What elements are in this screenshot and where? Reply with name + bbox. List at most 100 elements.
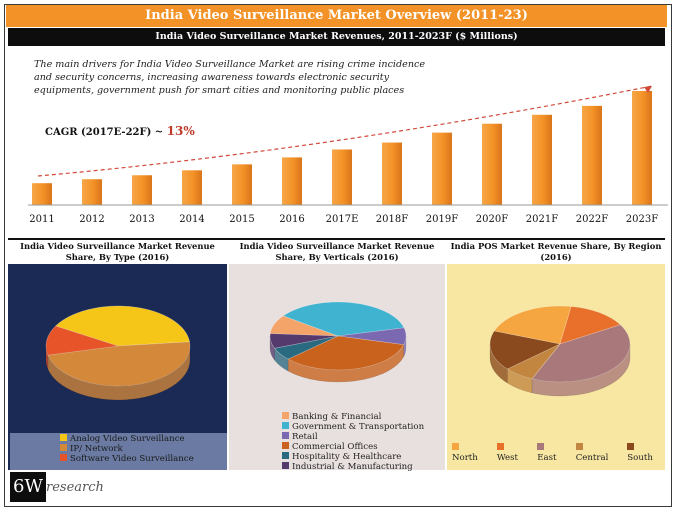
- legend-swatch: [537, 443, 545, 450]
- legend-swatch: [282, 432, 289, 439]
- pie-slice-north: [493, 305, 572, 345]
- x-tick-label: 2022F: [576, 214, 608, 225]
- legend-label: Industrial & Manufacturing: [292, 462, 413, 472]
- pie-slice-central: [506, 343, 561, 380]
- pie-slice-commercial-offices: [287, 335, 405, 371]
- pie-side: [489, 343, 631, 397]
- cagr-label: CAGR (2017E-22F) ~ 13%: [45, 124, 195, 138]
- region-pie-title: India POS Market Revenue Share, By Regio…: [450, 241, 662, 262]
- legend-swatch: [496, 443, 504, 450]
- company-logo: 6W research: [10, 472, 104, 502]
- cagr-trend-arrow: [37, 85, 653, 177]
- legend-label: Government & Transportation: [292, 422, 425, 432]
- legend-label: South: [627, 453, 653, 463]
- legend-swatch: [627, 443, 635, 450]
- pie-slice-west: [559, 306, 621, 345]
- verticals-pie-title: India Video Surveillance Market Revenue …: [239, 241, 435, 262]
- legend-swatch: [282, 442, 289, 449]
- logo-text: research: [46, 480, 104, 495]
- pie-slice-retail: [337, 327, 407, 346]
- pie-slice-south: [489, 330, 561, 370]
- bar-2011: [32, 183, 52, 205]
- legend-item: East: [537, 443, 566, 463]
- legend-item: West: [496, 443, 527, 463]
- legend-item: Hospitality & Healthcare: [282, 452, 424, 462]
- pie-slice-software-video-surveillance: [45, 325, 119, 356]
- legend-label: IP/ Network: [70, 444, 123, 454]
- x-tick-label: 2014: [179, 214, 204, 225]
- legend-item: IP/ Network: [60, 444, 227, 454]
- legend-swatch: [282, 462, 289, 469]
- legend-item: Retail: [282, 432, 424, 442]
- pie-slice-analog-video-surveillance: [55, 305, 190, 347]
- legend-item: North: [452, 443, 487, 463]
- bar-2013: [132, 175, 152, 205]
- verticals-pie: [269, 301, 407, 383]
- cagr-value: 13%: [166, 124, 195, 138]
- legend-item: Software Video Surveillance: [60, 454, 227, 464]
- type-pie-legend: Analog Video Surveillance IP/ Network So…: [10, 433, 227, 470]
- legend-label: Retail: [292, 432, 318, 442]
- legend-item: Government & Transportation: [282, 422, 424, 432]
- bar-2017E: [332, 149, 352, 205]
- pie-slice-hospitality-healthcare: [274, 335, 339, 360]
- region-pie: [489, 305, 631, 397]
- legend-label: Hospitality & Healthcare: [292, 452, 402, 462]
- pie-slice-industrial-manufacturing: [269, 333, 339, 349]
- bar-2020F: [482, 123, 502, 205]
- pie-slice-government-transportation: [282, 301, 405, 337]
- x-tick-label: 2015: [229, 214, 254, 225]
- bar-2019F: [432, 132, 452, 205]
- type-pie: [45, 305, 191, 401]
- legend-swatch: [282, 452, 289, 459]
- verticals-pie-legend: Banking & Financial Government & Transpo…: [282, 412, 424, 472]
- market-drivers-text: The main drivers for India Video Surveil…: [34, 59, 426, 96]
- legend-swatch: [60, 444, 67, 451]
- legend-label: Analog Video Surveillance: [70, 434, 185, 444]
- legend-item: Analog Video Surveillance: [60, 434, 227, 444]
- cagr-label-text: CAGR (2017E-22F) ~: [45, 127, 164, 138]
- legend-item: Commercial Offices: [282, 442, 424, 452]
- bar-2023F: [632, 91, 652, 205]
- region-pie-legend: North West East Central South: [452, 443, 662, 463]
- x-tick-label: 2023F: [626, 214, 658, 225]
- x-tick-label: 2017E: [326, 214, 359, 225]
- legend-swatch: [282, 412, 289, 419]
- bar-2018F: [382, 142, 402, 205]
- section-divider: [8, 238, 665, 240]
- logo-mark: 6W: [10, 472, 46, 502]
- legend-swatch: [60, 434, 67, 441]
- legend-swatch: [60, 454, 67, 461]
- bar-2016: [282, 157, 302, 205]
- pie-slice-east: [531, 324, 631, 383]
- legend-label: Commercial Offices: [292, 442, 378, 452]
- pie-slice-ip-network: [47, 341, 191, 387]
- pie-slice-banking-financial: [269, 315, 339, 337]
- x-tick-label: 2020F: [476, 214, 508, 225]
- page-title: India Video Surveillance Market Overview…: [6, 5, 667, 27]
- legend-item: Central: [575, 443, 618, 463]
- legend-swatch: [452, 443, 459, 450]
- legend-label: Central: [575, 453, 609, 463]
- bar-2022F: [582, 105, 602, 205]
- legend-label: Banking & Financial: [292, 412, 382, 422]
- cagr-arrow-head: [644, 86, 652, 93]
- bar-2012: [82, 179, 102, 205]
- x-tick-label: 2011: [29, 214, 54, 225]
- bar-2015: [232, 164, 252, 205]
- x-tick-label: 2021F: [526, 214, 558, 225]
- x-tick-label: 2013: [129, 214, 154, 225]
- revenue-bar-chart: 2011 2012 2013 2014 2015 2016 2017E 2018F 2019F 2…: [28, 85, 668, 225]
- legend-label: West: [496, 453, 518, 463]
- bar-2014: [182, 170, 202, 205]
- bar-chart-title: India Video Surveillance Market Revenues…: [8, 28, 665, 46]
- legend-swatch: [575, 443, 583, 450]
- legend-swatch: [282, 422, 289, 429]
- x-tick-label: 2019F: [426, 214, 458, 225]
- legend-item: Industrial & Manufacturing: [282, 462, 424, 472]
- type-pie-title: India Video Surveillance Market Revenue …: [20, 241, 215, 262]
- x-tick-label: 2016: [279, 214, 304, 225]
- legend-item: South: [627, 443, 662, 463]
- legend-item: Banking & Financial: [282, 412, 424, 422]
